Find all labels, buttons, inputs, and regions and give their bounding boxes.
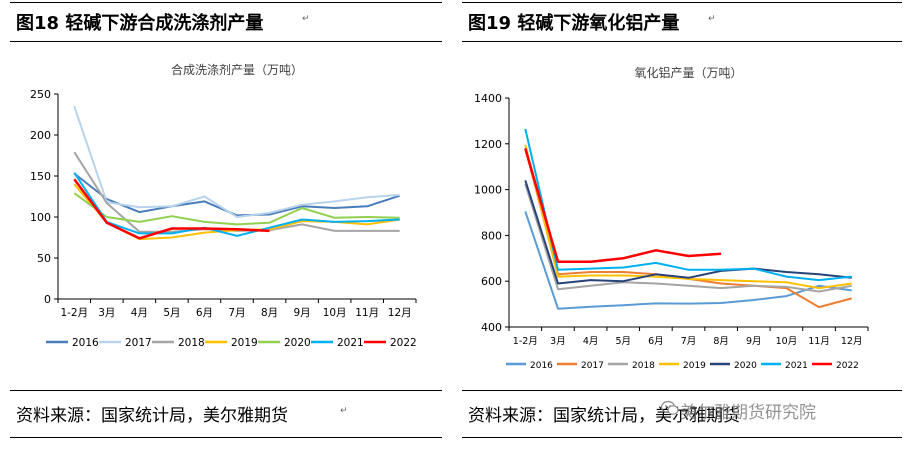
wechat-icon	[661, 400, 679, 415]
chart-synthetic-detergent: 合成洗涤剂产量（万吨） 0 50 100 150 200 250 1-2月 3月 4月 5月 6月 7月…	[30, 62, 417, 349]
chart-title: 氧化铝产量（万吨）	[634, 65, 742, 80]
legend-label-2018: 2018	[178, 337, 205, 349]
x-tick-label: 4月	[583, 336, 599, 347]
chart-title: 合成洗涤剂产量（万吨）	[171, 62, 303, 77]
series-line-2017	[524, 148, 852, 309]
series-line-2019	[524, 144, 852, 290]
legend-label-2019: 2019	[683, 361, 706, 371]
y-tick-label: 250	[30, 88, 51, 101]
source-note: 资料来源：国家统计局，美尔雅期货	[16, 406, 288, 426]
y-tick-label: 0	[44, 293, 51, 306]
legend-label-2020: 2020	[284, 337, 311, 349]
series-line-2016	[73, 172, 401, 217]
x-tick-label: 11月	[808, 336, 830, 347]
legend-label-2022: 2022	[836, 361, 859, 371]
legend-label-2021: 2021	[785, 361, 808, 371]
paragraph-mark: ↵	[302, 14, 310, 24]
left-figure: 图18 轻碱下游合成洗涤剂产量 ↵ 合成洗涤剂产量（万吨） 0 50 100 150 20…	[10, 0, 442, 452]
title-rule	[462, 41, 902, 42]
bottom-rule	[462, 437, 902, 438]
bottom-rule	[10, 437, 442, 438]
paragraph-mark: ↵	[708, 14, 716, 24]
y-tick-label: 200	[30, 129, 51, 142]
y-tick-label: 1000	[474, 184, 502, 197]
legend-label-2022: 2022	[390, 337, 417, 349]
figure-title: 图18 轻碱下游合成洗涤剂产量	[16, 13, 264, 34]
x-tick-label: 12月	[841, 336, 863, 347]
legend-label-2016: 2016	[530, 361, 553, 371]
legend-label-2019: 2019	[231, 337, 258, 349]
x-tick-label: 6月	[648, 336, 664, 347]
legend-label-2018: 2018	[632, 361, 655, 371]
series-line-2017	[73, 105, 400, 218]
series-line-2018	[524, 183, 852, 293]
x-tick-label: 11月	[355, 307, 379, 319]
y-tick-label: 800	[481, 229, 502, 242]
x-tick-label: 9月	[746, 336, 762, 347]
x-tick-label: 8月	[261, 307, 278, 319]
series-line-2016	[524, 211, 852, 310]
source-rule	[462, 390, 902, 391]
x-tick-label: 12月	[388, 307, 412, 319]
y-tick-label: 50	[37, 252, 51, 265]
series-line-2020	[524, 180, 852, 285]
series-line-2022	[73, 178, 270, 240]
right-figure: 图19 轻碱下游氧化铝产量 ↵ 氧化铝产量（万吨） 400 600 800 1000 12…	[462, 0, 902, 452]
legend-label-2017: 2017	[125, 337, 152, 349]
y-tick-label: 1200	[474, 138, 502, 151]
y-tick-label: 400	[481, 321, 502, 334]
x-tick-label: 5月	[615, 336, 631, 347]
legend-label-2020: 2020	[734, 361, 757, 371]
chart-alumina: 氧化铝产量（万吨） 400 600 800 1000 1200 1400 1-2月 3月 4月 5月…	[474, 65, 869, 371]
series-line-2022	[524, 148, 722, 263]
series-line-2020	[73, 192, 400, 226]
legend-label-2021: 2021	[337, 337, 364, 349]
legend-label-2017: 2017	[581, 361, 604, 371]
x-tick-label: 7月	[681, 336, 697, 347]
title-rule	[10, 41, 442, 42]
series-line-2021	[524, 128, 852, 282]
series-line-2021	[73, 172, 400, 237]
y-tick-label: 150	[30, 170, 51, 183]
x-tick-label: 4月	[131, 307, 148, 319]
x-tick-label: 1-2月	[60, 307, 88, 319]
x-tick-label: 10月	[776, 336, 798, 347]
x-tick-label: 7月	[228, 307, 245, 319]
x-tick-label: 9月	[293, 307, 310, 319]
top-rule	[462, 2, 902, 3]
legend-label-2016: 2016	[72, 337, 99, 349]
y-tick-label: 1400	[474, 92, 502, 105]
x-tick-label: 3月	[98, 307, 115, 319]
x-tick-label: 3月	[550, 336, 566, 347]
x-tick-label: 10月	[323, 307, 347, 319]
x-tick-label: 5月	[163, 307, 180, 319]
x-tick-label: 6月	[196, 307, 213, 319]
figure-title: 图19 轻碱下游氧化铝产量	[468, 13, 680, 34]
top-rule	[10, 2, 442, 3]
paragraph-mark: ↵	[340, 406, 348, 416]
watermark: 美尔雅期货研究院	[680, 403, 816, 423]
y-tick-label: 100	[30, 211, 51, 224]
y-tick-label: 600	[481, 275, 502, 288]
source-rule	[10, 390, 442, 391]
x-tick-label: 8月	[713, 336, 729, 347]
x-tick-label: 1-2月	[513, 336, 538, 347]
